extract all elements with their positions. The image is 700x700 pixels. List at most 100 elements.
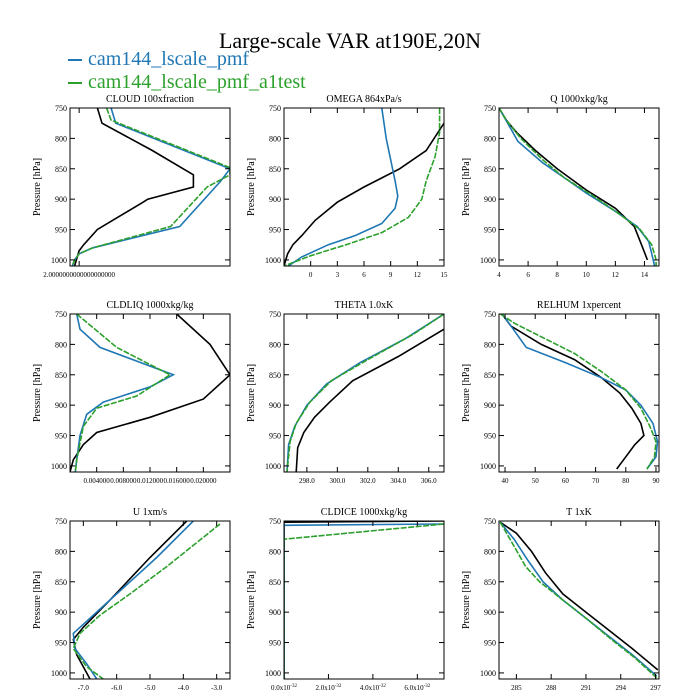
x-tick-label: 0.004000	[84, 477, 111, 485]
x-tick-label: 4.0x10-32	[360, 684, 386, 692]
y-axis-label: Pressure [hPa]	[246, 571, 257, 629]
y-tick-label: 900	[269, 401, 281, 410]
legend-entry-a1test: cam144_lscale_pmf_a1test	[68, 71, 306, 94]
x-tick-label: 60	[562, 477, 570, 485]
y-tick-label: 950	[484, 226, 496, 235]
panel-title: CLOUD 100xfraction	[106, 94, 194, 105]
y-tick-label: 900	[484, 195, 496, 204]
y-tick-label: 900	[269, 195, 281, 204]
panel-6: U 1xm/s Pressure [hPa] 750 800 850 900 950 1000…	[32, 507, 231, 692]
panel-4: THETA 1.0xK Pressure [hPa] 750 800 850 900 950…	[246, 300, 445, 485]
x-tick-label: 70	[592, 477, 600, 485]
series-line-cam144_lscale_pmf_a1test	[499, 108, 657, 266]
y-tick-label: 800	[55, 134, 67, 143]
series-line-cam144_lscale_pmf	[499, 521, 658, 677]
y-tick-label: 800	[269, 340, 281, 349]
y-tick-label: 1000	[51, 256, 67, 265]
x-tick-label: 12	[612, 271, 620, 279]
y-tick-label: 950	[269, 432, 281, 441]
panel-frame	[498, 520, 660, 680]
x-tick-label: 0.008000	[110, 477, 137, 485]
legend-label-a1test: cam144_lscale_pmf_a1test	[88, 71, 306, 93]
panel-3: CLDLIQ 1000xkg/kg Pressure [hPa] 750 800 850…	[32, 300, 231, 485]
x-tick-label: -6.0	[111, 684, 123, 692]
y-tick-label: 850	[269, 578, 281, 587]
y-tick-label: 1000	[51, 669, 67, 678]
panel-frame	[69, 313, 231, 473]
y-tick-label: 850	[55, 371, 67, 380]
x-tick-label: 0.0x10-32	[271, 684, 297, 692]
series-line-cam144_lscale_pmf_a1test	[286, 314, 444, 472]
y-tick-label: 950	[484, 432, 496, 441]
y-axis-label: Pressure [hPa]	[32, 158, 43, 216]
series-line-cam144_lscale_pmf	[284, 523, 444, 679]
x-tick-label: 6	[526, 271, 530, 279]
y-axis-label: Pressure [hPa]	[246, 158, 257, 216]
series-line-black	[72, 521, 188, 679]
x-tick-label: 2.0x10-32	[315, 684, 341, 692]
x-tick-label: 15	[441, 271, 449, 279]
panel-8: T 1xK Pressure [hPa] 750 800 850 900 950 1000 28…	[461, 507, 661, 692]
y-tick-label: 850	[484, 578, 496, 587]
panel-0: CLOUD 100xfraction Pressure [hPa] 750 800 85…	[32, 94, 231, 279]
y-tick-label: 800	[55, 340, 67, 349]
series-line-cam144_lscale_pmf	[499, 108, 656, 266]
figure-title: Large-scale VAR at190E,20N	[218, 28, 482, 53]
y-tick-label: 900	[484, 608, 496, 617]
series-line-black	[73, 108, 195, 266]
series-line-cam144_lscale_pmf_a1test	[74, 314, 172, 472]
y-tick-label: 750	[484, 104, 496, 113]
x-tick-label: 298.0	[299, 477, 315, 485]
panel-title: OMEGA 864xPa/s	[326, 94, 401, 105]
y-tick-label: 800	[484, 547, 496, 556]
y-tick-label: 900	[55, 608, 67, 617]
x-tick-label: 304.0	[390, 477, 406, 485]
y-axis-label: Pressure [hPa]	[32, 571, 43, 629]
x-tick-label: 300.0	[329, 477, 345, 485]
x-tick-label: 0.020000	[190, 477, 217, 485]
x-tick-label: 9	[389, 271, 393, 279]
series-line-cam144_lscale_pmf_a1test	[72, 523, 221, 679]
y-tick-label: 950	[55, 226, 67, 235]
x-tick-exponent: -32	[335, 684, 342, 689]
series-line-cam144_lscale_pmf_a1test	[284, 108, 441, 266]
x-tick-label: 288	[546, 684, 557, 692]
x-tick-label: 306.0	[421, 477, 437, 485]
legend-swatch-a1test	[68, 82, 82, 85]
series-line-black	[499, 108, 649, 261]
y-tick-label: 750	[269, 517, 281, 526]
y-tick-label: 800	[484, 134, 496, 143]
y-tick-label: 950	[484, 639, 496, 648]
x-tick-label: 90	[652, 477, 660, 485]
x-tick-label: -7.0	[78, 684, 90, 692]
y-tick-label: 750	[55, 104, 67, 113]
y-tick-label: 750	[269, 310, 281, 319]
y-tick-label: 750	[484, 517, 496, 526]
y-tick-label: 950	[55, 639, 67, 648]
y-axis-label: Pressure [hPa]	[461, 364, 472, 422]
y-tick-label: 750	[269, 104, 281, 113]
series-line-cam144_lscale_pmf	[287, 108, 399, 266]
y-tick-label: 850	[269, 165, 281, 174]
x-tick-label: 4	[497, 271, 501, 279]
panel-title: THETA 1.0xK	[335, 300, 394, 311]
x-tick-label: 6.0x10-32	[404, 684, 430, 692]
x-tick-label: 0.016000	[164, 477, 191, 485]
y-tick-label: 850	[269, 371, 281, 380]
x-tick-label: 294	[615, 684, 626, 692]
x-tick-label: 12	[414, 271, 422, 279]
series-line-black	[499, 521, 659, 671]
y-tick-label: 900	[269, 608, 281, 617]
panel-title: CLDICE 1000xkg/kg	[321, 507, 407, 518]
legend-entry-pmf: cam144_lscale_pmf	[68, 48, 249, 71]
panel-frame	[283, 520, 445, 680]
series-line-black	[284, 122, 444, 266]
legend-label-pmf: cam144_lscale_pmf	[88, 48, 250, 70]
panel-5: RELHUM 1xpercent Pressure [hPa] 750 800 850 9…	[461, 300, 660, 485]
panel-frame	[498, 313, 660, 473]
x-tick-label: 0	[309, 271, 313, 279]
panel-7: CLDICE 1000xkg/kg Pressure [hPa] 750 800 850…	[246, 507, 445, 692]
series-line-cam144_lscale_pmf_a1test	[284, 523, 444, 679]
y-tick-label: 850	[484, 371, 496, 380]
